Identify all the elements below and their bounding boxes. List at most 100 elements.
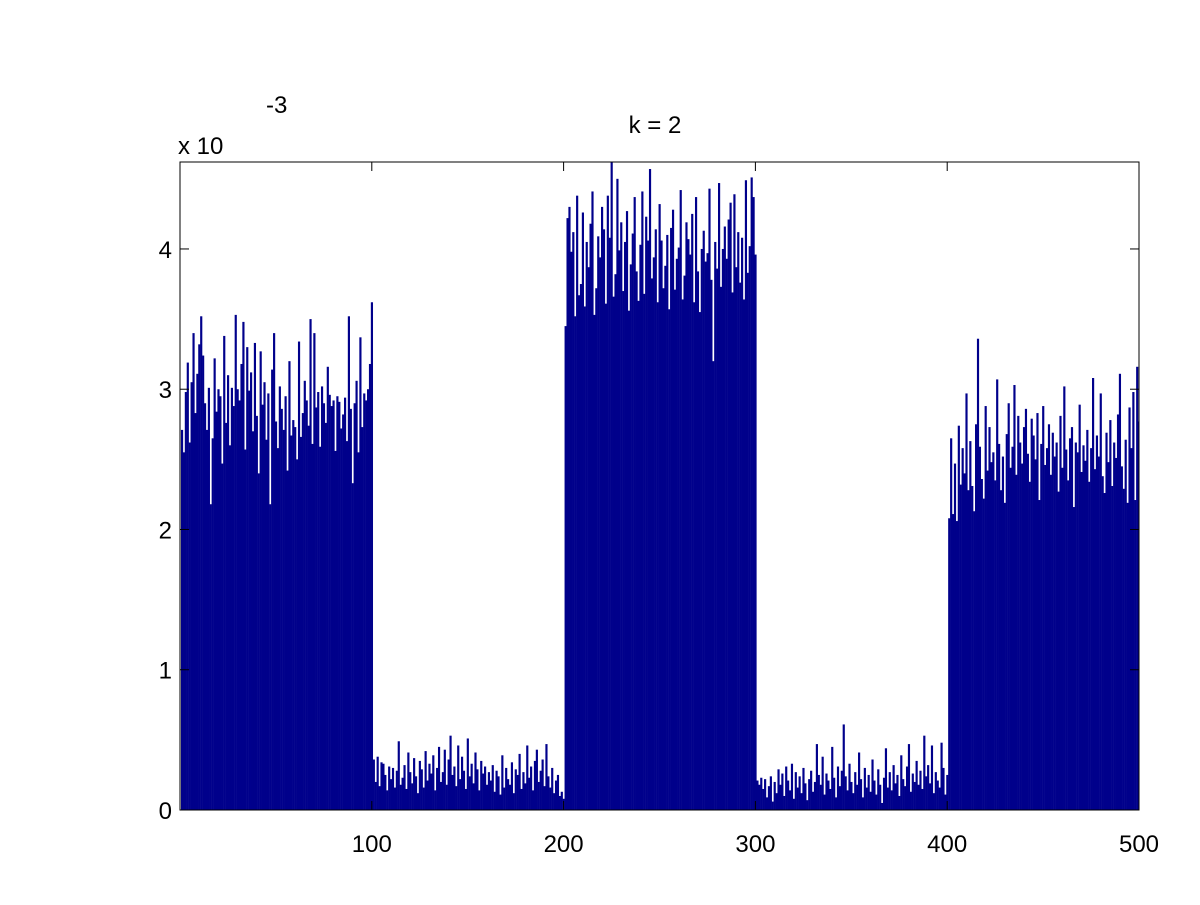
bar <box>708 188 711 810</box>
bar <box>505 767 508 810</box>
bar <box>959 484 962 810</box>
bar <box>482 773 485 810</box>
bar <box>395 770 398 810</box>
bar <box>645 216 648 810</box>
bar <box>869 791 872 810</box>
bar <box>334 450 337 810</box>
bar <box>762 788 765 810</box>
bar <box>576 195 579 810</box>
bar <box>470 763 473 810</box>
bar <box>236 389 239 810</box>
bar <box>541 759 544 810</box>
bar <box>1101 476 1104 810</box>
bar <box>620 222 623 810</box>
bar <box>1126 502 1129 810</box>
bar <box>501 755 504 810</box>
bar <box>593 314 596 810</box>
bar <box>516 774 519 810</box>
bar <box>846 790 849 810</box>
bar <box>800 793 803 810</box>
bar <box>1011 446 1014 810</box>
bar <box>530 766 533 810</box>
bar <box>1115 457 1118 810</box>
bar <box>863 767 866 810</box>
bar <box>660 240 663 810</box>
bar <box>900 755 903 810</box>
bar <box>746 272 749 810</box>
bar <box>428 763 431 810</box>
bar <box>604 303 608 810</box>
bar <box>1028 481 1031 810</box>
bar <box>426 780 429 810</box>
bar <box>311 443 314 810</box>
bar <box>397 741 400 810</box>
bar <box>226 375 230 810</box>
bar <box>372 759 375 810</box>
bar <box>934 772 937 810</box>
bar <box>637 300 640 810</box>
bar <box>998 443 1001 810</box>
x-tick-label: 500 <box>1119 831 1159 858</box>
bar <box>819 784 822 810</box>
bar <box>1013 385 1016 810</box>
bar <box>330 406 333 810</box>
bar <box>407 752 410 810</box>
bar <box>495 770 498 810</box>
bar <box>905 766 909 810</box>
bar <box>455 786 458 810</box>
bar <box>748 246 751 810</box>
bar <box>1009 467 1012 810</box>
bar <box>944 794 947 810</box>
bar <box>1080 471 1083 810</box>
bar <box>472 783 475 810</box>
bar <box>367 389 370 810</box>
bar <box>685 222 688 810</box>
bar <box>1082 445 1085 810</box>
bar <box>250 372 253 810</box>
bar <box>633 197 636 810</box>
bar <box>230 387 233 810</box>
bar <box>251 431 255 810</box>
bar <box>1132 392 1135 810</box>
bar <box>917 784 920 810</box>
bar <box>873 780 876 810</box>
bar <box>203 403 207 810</box>
bar <box>629 264 632 810</box>
bar <box>1130 448 1133 810</box>
bar <box>1030 418 1033 810</box>
chart-title: k = 2 <box>629 112 682 139</box>
bar <box>948 518 951 810</box>
bar <box>583 306 586 810</box>
bar <box>324 422 327 810</box>
y-tick-label: 4 <box>159 237 172 264</box>
bar <box>681 299 684 810</box>
bar <box>200 316 203 810</box>
bar <box>673 289 677 810</box>
bar <box>186 362 189 810</box>
bar <box>907 744 911 810</box>
bar <box>301 413 304 810</box>
bar <box>810 770 813 810</box>
bar <box>1061 467 1064 810</box>
bar <box>1099 393 1102 810</box>
bar <box>752 197 755 810</box>
bar <box>368 363 372 810</box>
bar <box>804 783 807 810</box>
bar <box>796 787 799 810</box>
bar <box>930 745 934 810</box>
bar <box>879 784 882 810</box>
bar <box>656 302 659 810</box>
bar <box>384 774 387 810</box>
bar <box>833 777 836 810</box>
bar <box>1063 386 1066 810</box>
bar <box>1078 404 1081 810</box>
bar <box>180 429 184 810</box>
bar <box>280 408 283 810</box>
bar <box>539 770 542 810</box>
bar <box>856 784 859 810</box>
bar <box>624 241 627 810</box>
bar <box>434 790 437 810</box>
bar <box>865 787 868 810</box>
bar <box>787 780 790 810</box>
bar <box>347 316 350 810</box>
